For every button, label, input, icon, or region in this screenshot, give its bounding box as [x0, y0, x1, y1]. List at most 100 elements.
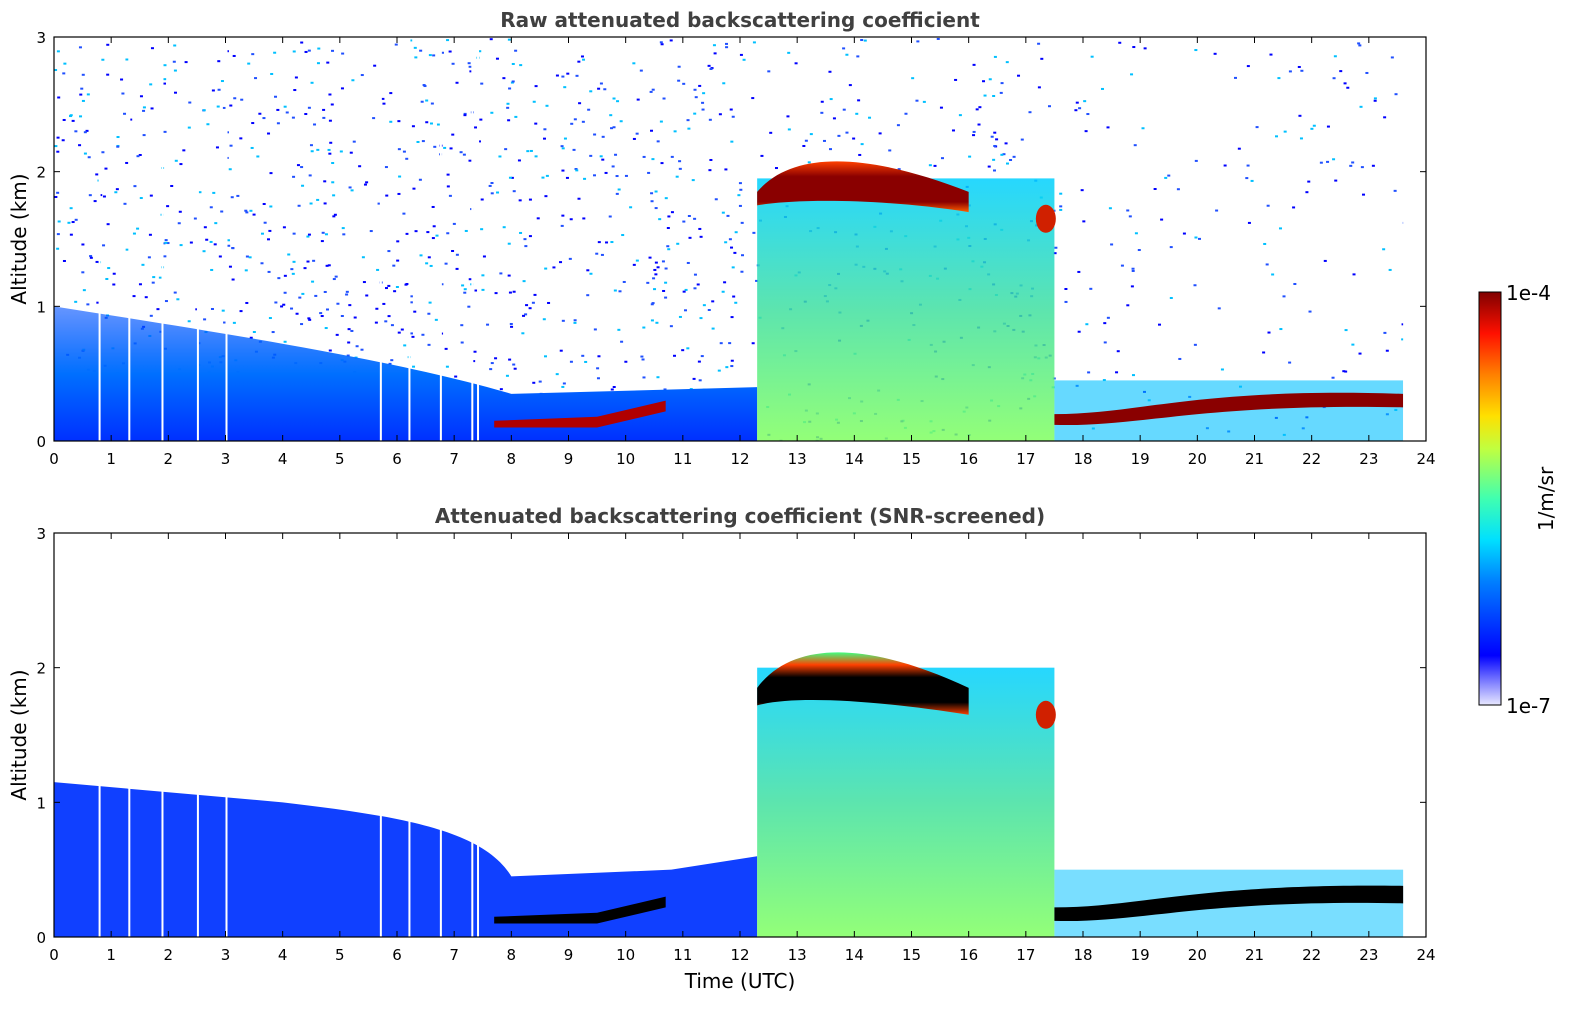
speckle — [173, 44, 177, 47]
speckle — [166, 242, 170, 245]
speckle — [587, 108, 591, 111]
snr-screened-panel: Attenuated backscattering coefficient (S… — [7, 504, 1436, 993]
speckle — [521, 332, 525, 335]
speckle — [669, 325, 673, 328]
speckle — [533, 293, 537, 296]
raw-backscatter-panel: Raw attenuated backscattering coefficien… — [7, 8, 1436, 468]
speckle — [316, 62, 320, 65]
speckle — [1282, 295, 1286, 298]
speckle — [723, 281, 727, 284]
speckle — [555, 373, 559, 376]
data-gap — [408, 37, 411, 441]
speckle — [474, 289, 478, 292]
data-gap — [128, 37, 131, 441]
cloud-patch — [1035, 700, 1056, 729]
speckle — [444, 347, 448, 350]
data-gap — [471, 533, 474, 937]
speckle — [164, 239, 168, 242]
speckle — [575, 74, 579, 77]
speckle — [362, 281, 366, 284]
x-tick-label: 18 — [1073, 450, 1092, 468]
speckle — [651, 158, 655, 161]
speckle — [508, 291, 512, 294]
speckle — [951, 129, 955, 132]
speckle — [742, 58, 746, 61]
x-tick-label: 10 — [616, 946, 635, 964]
speckle — [534, 155, 538, 158]
x-tick-label: 20 — [1188, 450, 1207, 468]
speckle — [1292, 206, 1296, 209]
y-axis-label: Altitude (km) — [7, 173, 31, 304]
speckle — [446, 185, 450, 188]
speckle — [1277, 77, 1281, 80]
speckle — [388, 362, 392, 365]
speckle — [1343, 82, 1347, 85]
speckle — [351, 79, 355, 82]
speckle — [258, 112, 262, 115]
speckle — [599, 82, 603, 85]
speckle — [730, 246, 734, 249]
speckle — [724, 42, 728, 45]
speckle — [532, 100, 536, 103]
speckle — [412, 187, 416, 190]
speckle — [656, 266, 660, 269]
x-tick-label: 12 — [730, 450, 749, 468]
speckle — [718, 113, 722, 116]
speckle — [139, 197, 143, 200]
speckle — [1265, 263, 1269, 266]
speckle — [647, 171, 651, 174]
speckle — [523, 238, 527, 241]
speckle — [177, 222, 181, 225]
speckle — [355, 345, 359, 348]
speckle — [480, 198, 484, 201]
speckle — [802, 144, 806, 147]
speckle — [612, 126, 616, 129]
speckle — [612, 97, 616, 100]
x-tick-label: 17 — [1016, 946, 1035, 964]
speckle — [1158, 323, 1162, 326]
speckle — [511, 80, 515, 83]
speckle — [226, 239, 230, 242]
speckle — [233, 97, 237, 100]
speckle — [832, 117, 836, 120]
speckle — [975, 108, 979, 111]
speckle — [425, 99, 429, 102]
speckle — [71, 119, 75, 122]
speckle — [248, 256, 252, 259]
speckle — [239, 137, 243, 140]
speckle — [699, 235, 703, 238]
speckle — [425, 121, 429, 124]
speckle — [604, 171, 608, 174]
speckle — [698, 84, 702, 87]
data-gap — [379, 533, 382, 937]
speckle — [115, 188, 119, 191]
speckle — [468, 278, 472, 281]
speckle — [306, 260, 310, 263]
speckle — [993, 131, 997, 134]
speckle — [209, 240, 213, 243]
speckle — [1351, 343, 1355, 346]
speckle — [251, 122, 255, 125]
speckle — [432, 54, 436, 57]
speckle — [324, 327, 328, 330]
speckle — [577, 197, 581, 200]
speckle — [1087, 371, 1091, 374]
speckle — [730, 316, 734, 319]
speckle — [328, 152, 332, 155]
speckle — [569, 360, 573, 363]
x-tick-label: 21 — [1245, 946, 1264, 964]
speckle — [107, 267, 111, 270]
speckle — [419, 49, 423, 52]
speckle — [1385, 349, 1389, 352]
speckle — [79, 115, 83, 118]
speckle — [615, 192, 619, 195]
speckle — [807, 161, 811, 164]
y-axis-label: Altitude (km) — [7, 669, 31, 800]
speckle — [460, 341, 464, 344]
speckle — [173, 69, 177, 72]
speckle — [1393, 189, 1397, 192]
speckle — [404, 283, 408, 286]
speckle — [848, 84, 852, 87]
speckle — [163, 78, 167, 81]
speckle — [82, 289, 86, 292]
